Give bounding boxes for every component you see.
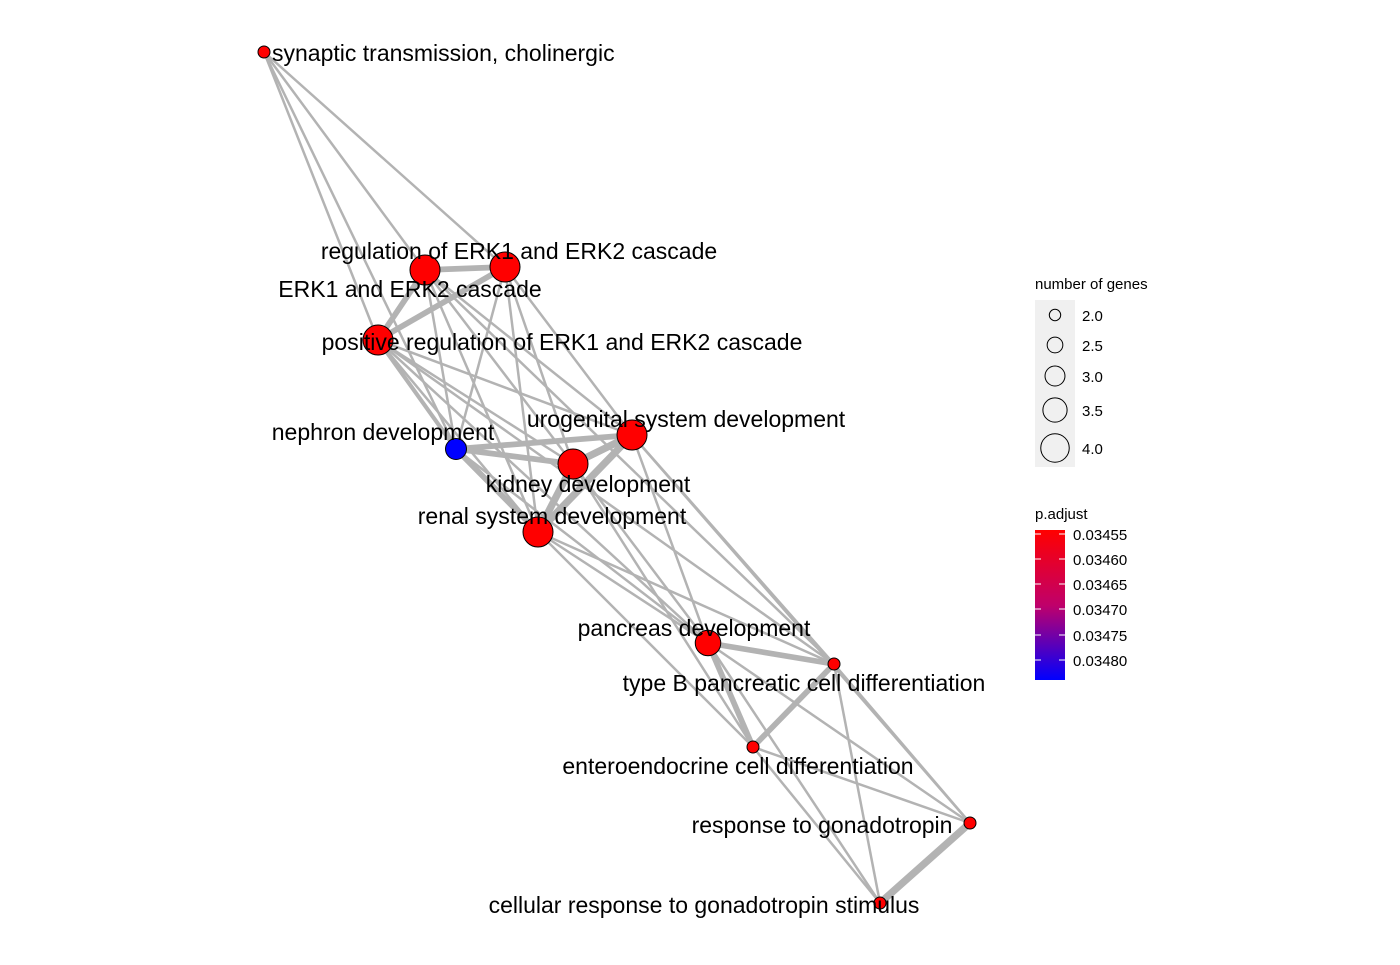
network-node-rerk — [489, 251, 521, 283]
network-edge — [377, 339, 539, 533]
node-label-kid: kidney development — [486, 471, 691, 497]
network-edge — [752, 745, 971, 825]
network-node-neph — [445, 438, 467, 460]
node-label-gon: response to gonadotropin — [692, 812, 953, 838]
color-legend-tick-label: 0.03465 — [1073, 577, 1127, 594]
network-edge — [455, 448, 709, 644]
size-legend-label: 4.0 — [1082, 441, 1103, 458]
network-edge — [453, 446, 541, 535]
node-label-typeb: type B pancreatic cell differentiation — [623, 670, 986, 696]
network-node-pan — [694, 629, 722, 657]
network-node-cgon — [873, 896, 887, 910]
size-legend-key — [1046, 336, 1064, 354]
network-node-ent — [746, 740, 760, 754]
network-edge — [537, 531, 754, 748]
network-edge — [455, 446, 574, 467]
network-node-ren — [522, 516, 554, 548]
node-layer — [257, 45, 977, 910]
node-label-ren: renal system development — [418, 503, 687, 529]
network-edge — [752, 746, 881, 904]
network-edge — [537, 530, 835, 666]
network-edge — [423, 269, 540, 533]
color-legend: p.adjust 0.03455 0.03460 0.03465 0.03470 0.0… — [1035, 506, 1127, 680]
node-label-pan: pancreas development — [578, 615, 811, 641]
node-label-erk: ERK1 and ERK2 cascade — [278, 276, 541, 302]
network-node-erk — [409, 254, 441, 286]
network-edge — [537, 530, 709, 645]
color-legend-tick-label: 0.03480 — [1073, 653, 1127, 670]
network-edge — [706, 642, 882, 904]
network-edge — [377, 339, 709, 644]
network-edge — [262, 51, 427, 271]
network-edge — [263, 51, 506, 268]
size-legend-label: 3.5 — [1082, 403, 1103, 420]
network-edge — [376, 264, 507, 343]
size-legend-label: 2.0 — [1082, 308, 1103, 325]
network-edge — [630, 434, 710, 644]
size-legend-label: 3.0 — [1082, 369, 1103, 386]
size-legend: number of genes 2.0 2.5 3.0 3.5 4.0 — [1035, 276, 1148, 467]
network-edge — [503, 266, 540, 533]
network-edge — [504, 266, 633, 436]
network-edge — [424, 269, 835, 665]
color-legend-title: p.adjust — [1035, 506, 1088, 523]
network-edge — [571, 463, 755, 748]
color-legend-tick-label: 0.03460 — [1073, 552, 1127, 569]
network-edge — [705, 641, 756, 749]
network-edge — [572, 463, 709, 644]
size-legend-key — [1048, 308, 1062, 322]
network-edge — [423, 269, 458, 450]
network-edge — [877, 820, 973, 906]
node-label-rerk: regulation of ERK1 and ERK2 cascade — [321, 238, 717, 264]
node-label-uro: urogenital system development — [527, 406, 846, 432]
size-legend-key — [1042, 397, 1068, 423]
color-legend-tick-label: 0.03470 — [1073, 602, 1127, 619]
node-label-syn: synaptic transmission, cholinergic — [272, 40, 615, 66]
network-node-gon — [963, 816, 977, 830]
network-node-typeb — [827, 657, 841, 671]
network-edge — [833, 663, 971, 824]
color-legend-tick-label: 0.03475 — [1073, 628, 1127, 645]
network-edge — [503, 266, 575, 465]
network-edge — [376, 338, 458, 451]
node-label-cgon: cellular response to gonadotropin stimul… — [489, 892, 920, 918]
label-layer: synaptic transmission, cholinergic regula… — [272, 40, 986, 918]
network-edge — [455, 432, 633, 452]
network-node-uro — [616, 419, 648, 451]
size-legend-title: number of genes — [1035, 276, 1148, 293]
network-edge — [424, 269, 574, 465]
network-edge — [707, 640, 835, 667]
node-label-neph: nephron development — [272, 419, 495, 445]
network-edge — [707, 641, 971, 825]
network-node-kid — [557, 448, 589, 480]
node-label-perk: positive regulation of ERK1 and ERK2 cas… — [322, 329, 803, 355]
color-legend-bar — [1035, 530, 1065, 680]
node-label-ent: enteroendocrine cell differentiation — [562, 753, 913, 779]
size-legend-key — [1040, 433, 1070, 463]
color-legend-tick-label: 0.03455 — [1073, 527, 1127, 544]
network-node-perk — [362, 324, 394, 356]
network-edge — [377, 338, 835, 666]
network-edge — [377, 338, 633, 437]
network-edge — [424, 269, 633, 436]
size-legend-label: 2.5 — [1082, 338, 1103, 355]
network-node-syn — [257, 45, 271, 59]
size-legend-key — [1044, 365, 1066, 387]
network-edge — [262, 51, 380, 341]
